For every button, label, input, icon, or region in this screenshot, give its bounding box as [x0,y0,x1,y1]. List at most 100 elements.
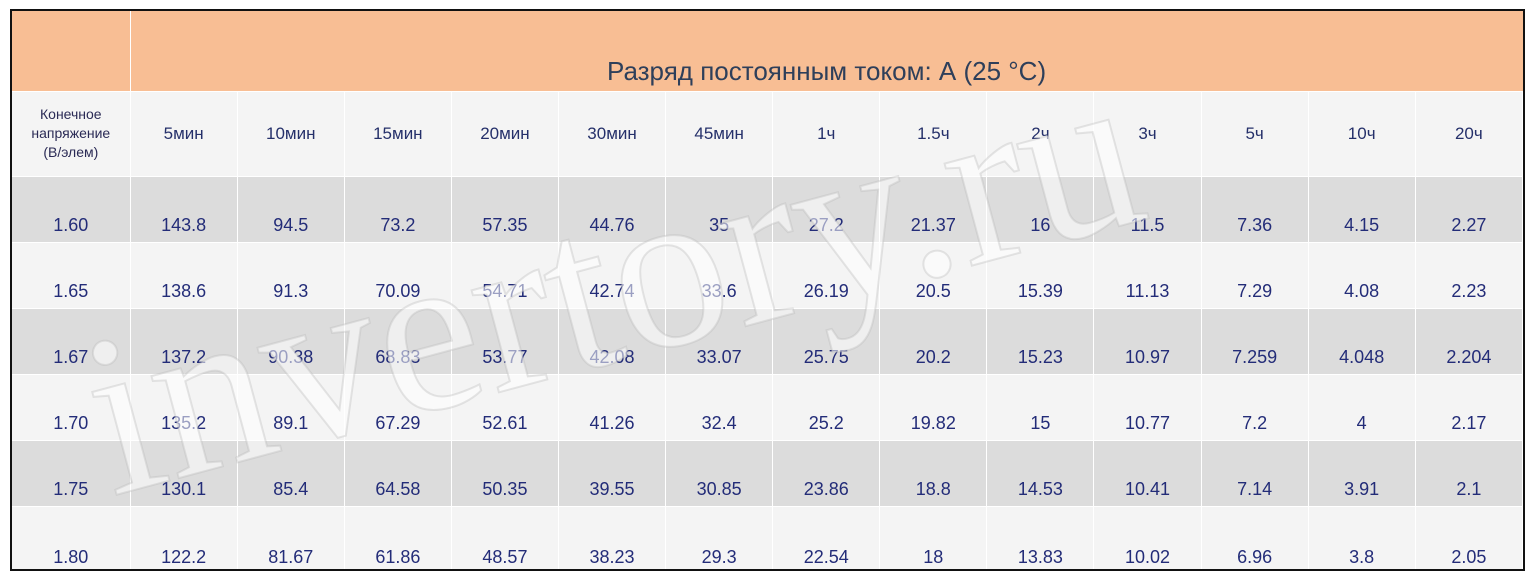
column-header: 15мин [344,91,452,177]
voltage-cell: 1.60 [12,176,131,243]
value-cell: 22.54 [772,506,881,569]
value-cell: 27.2 [772,176,881,243]
column-header: 2ч [986,91,1095,177]
value-cell: 20.2 [879,308,988,375]
value-cell: 10.97 [1093,308,1202,375]
voltage-cell: 1.70 [12,374,131,441]
value-cell: 10.02 [1093,506,1202,569]
voltage-header-line-2: напряжение [31,125,111,141]
discharge-table-frame: Разряд постоянным током: А (25 °C) Конеч… [10,9,1525,571]
value-cell: 30.85 [665,440,774,507]
value-cell: 73.2 [344,176,452,243]
value-cell: 7.14 [1201,440,1309,507]
table-row: 1.75 130.1 85.4 64.58 50.35 39.55 30.85 23.86 18… [12,440,1523,507]
voltage-cell: 1.75 [12,440,131,507]
value-cell: 2.05 [1415,506,1523,569]
table-row: 1.65 138.6 91.3 70.09 54.71 42.74 33.6 26.19 20.… [12,242,1523,309]
value-cell: 81.67 [237,506,345,569]
value-cell: 26.19 [772,242,881,309]
value-cell: 25.2 [772,374,881,441]
value-cell: 54.71 [451,242,559,309]
value-cell: 7.259 [1201,308,1309,375]
column-header: 1ч [772,91,881,177]
value-cell: 15.39 [986,242,1095,309]
value-cell: 4.08 [1308,242,1416,309]
value-cell: 48.57 [451,506,559,569]
value-cell: 4.15 [1308,176,1416,243]
value-cell: 52.61 [451,374,559,441]
voltage-cell: 1.80 [12,506,131,569]
value-cell: 2.204 [1415,308,1523,375]
value-cell: 25.75 [772,308,881,375]
value-cell: 11.5 [1093,176,1202,243]
table-row: 1.67 137.2 90.38 68.83 53.77 42.08 33.07 25.75 2… [12,308,1523,375]
value-cell: 18 [879,506,988,569]
value-cell: 20.5 [879,242,988,309]
value-cell: 67.29 [344,374,452,441]
column-header: 20ч [1415,91,1523,177]
value-cell: 11.13 [1093,242,1202,309]
column-header: 5ч [1201,91,1309,177]
value-cell: 18.8 [879,440,988,507]
column-header: 10ч [1308,91,1416,177]
table-title: Разряд постоянным током: А (25 °C) [130,11,1523,92]
value-cell: 3.8 [1308,506,1416,569]
value-cell: 7.2 [1201,374,1309,441]
table-row: 1.80 122.2 81.67 61.86 48.57 38.23 29.3 22.54 18… [12,506,1523,569]
value-cell: 2.23 [1415,242,1523,309]
value-cell: 14.53 [986,440,1095,507]
value-cell: 44.76 [558,176,667,243]
value-cell: 33.6 [665,242,774,309]
value-cell: 33.07 [665,308,774,375]
value-cell: 19.82 [879,374,988,441]
column-header: 10мин [237,91,345,177]
column-header: 5мин [130,91,238,177]
value-cell: 135.2 [130,374,238,441]
value-cell: 15 [986,374,1095,441]
title-row: Разряд постоянным током: А (25 °C) [12,11,1523,92]
voltage-cell: 1.65 [12,242,131,309]
value-cell: 10.41 [1093,440,1202,507]
value-cell: 21.37 [879,176,988,243]
value-cell: 4.048 [1308,308,1416,375]
column-header: 20мин [451,91,559,177]
value-cell: 130.1 [130,440,238,507]
value-cell: 50.35 [451,440,559,507]
header-row: Конечное напряжение (В/элем) 5мин 10мин 15… [12,91,1523,177]
voltage-header-line-3: (В/элем) [43,144,99,160]
value-cell: 89.1 [237,374,345,441]
value-cell: 91.3 [237,242,345,309]
table-row: 1.60 143.8 94.5 73.2 57.35 44.76 35 27.2 21.37 16… [12,176,1523,243]
value-cell: 68.83 [344,308,452,375]
table-row: 1.70 135.2 89.1 67.29 52.61 41.26 32.4 25.2 19.8… [12,374,1523,441]
value-cell: 94.5 [237,176,345,243]
column-header: 30мин [558,91,667,177]
voltage-cell: 1.67 [12,308,131,375]
value-cell: 35 [665,176,774,243]
title-corner-cell [12,11,131,92]
value-cell: 3.91 [1308,440,1416,507]
column-header: 45мин [665,91,774,177]
value-cell: 53.77 [451,308,559,375]
value-cell: 7.29 [1201,242,1309,309]
value-cell: 39.55 [558,440,667,507]
value-cell: 29.3 [665,506,774,569]
value-cell: 90.38 [237,308,345,375]
voltage-header-line-1: Конечное [40,106,102,122]
value-cell: 64.58 [344,440,452,507]
value-cell: 42.74 [558,242,667,309]
value-cell: 16 [986,176,1095,243]
value-cell: 13.83 [986,506,1095,569]
value-cell: 70.09 [344,242,452,309]
value-cell: 4 [1308,374,1416,441]
value-cell: 2.1 [1415,440,1523,507]
value-cell: 10.77 [1093,374,1202,441]
value-cell: 2.17 [1415,374,1523,441]
value-cell: 23.86 [772,440,881,507]
value-cell: 42.08 [558,308,667,375]
voltage-header: Конечное напряжение (В/элем) [12,91,131,177]
column-header: 1.5ч [879,91,988,177]
value-cell: 15.23 [986,308,1095,375]
value-cell: 85.4 [237,440,345,507]
discharge-table: Разряд постоянным током: А (25 °C) Конеч… [12,11,1523,569]
